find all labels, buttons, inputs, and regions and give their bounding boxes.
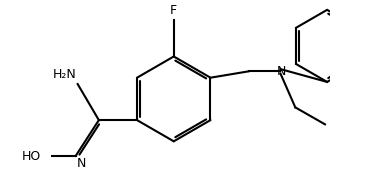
- Text: H₂N: H₂N: [53, 68, 77, 81]
- Text: N: N: [277, 65, 286, 78]
- Text: N: N: [77, 157, 86, 170]
- Text: HO: HO: [22, 150, 42, 163]
- Text: F: F: [170, 4, 177, 17]
